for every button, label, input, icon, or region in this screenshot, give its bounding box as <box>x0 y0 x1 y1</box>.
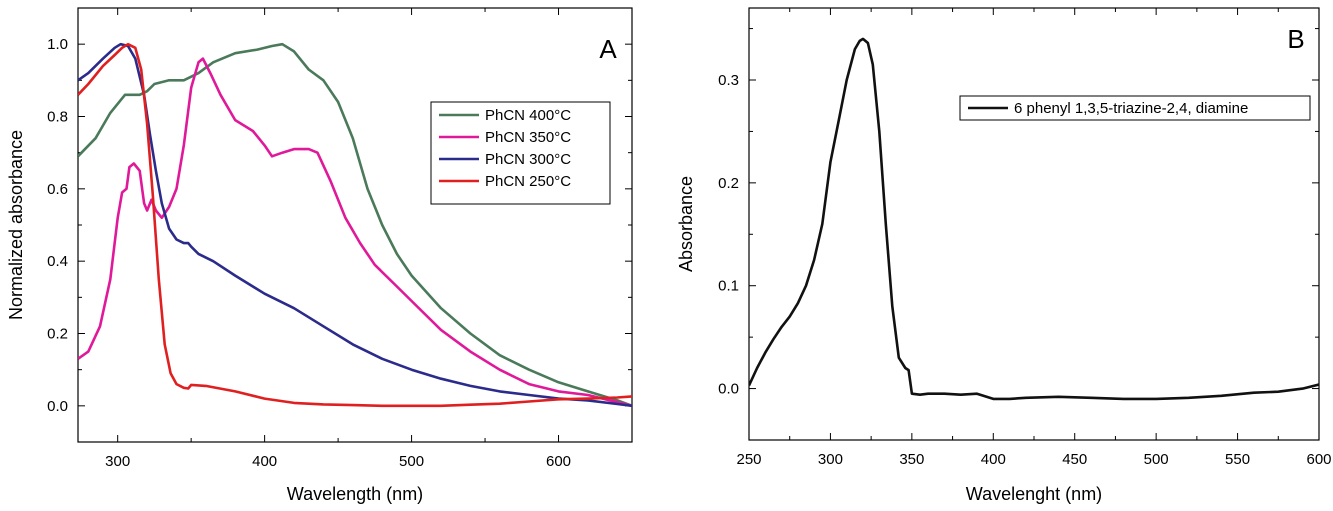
legend-box <box>959 95 1311 121</box>
x-tick-label: 450 <box>1062 451 1087 468</box>
legend-entry: PhCN 350°C <box>485 129 571 146</box>
x-axis-label: Wavelength (nm) <box>287 484 423 504</box>
legend-entry: PhCN 400°C <box>485 107 571 124</box>
series-line-2 <box>78 57 632 408</box>
x-tick-label: 400 <box>252 453 277 470</box>
x-tick-label: 250 <box>736 451 761 468</box>
panel-letter: A <box>599 34 617 64</box>
x-tick-label: 400 <box>981 451 1006 468</box>
series-line-1 <box>78 42 632 408</box>
y-tick-label: 0.0 <box>47 398 68 415</box>
x-tick-label: 300 <box>105 453 130 470</box>
legend-entry: 6 phenyl 1,3,5-triazine-2,4, diamine <box>1014 100 1248 117</box>
x-tick-label: 300 <box>818 451 843 468</box>
x-tick-label: 600 <box>1306 451 1331 468</box>
legend: PhCN 400°C PhCN 350°C PhCN 300°C PhCN 250°C <box>430 101 611 205</box>
legend-entry: PhCN 300°C <box>485 151 571 168</box>
y-axis-label: Absorbance <box>676 176 696 272</box>
chart-panel-a: 300 400 500 600 0.0 0.2 0.4 0.6 0.8 1.0 Wavelength… <box>6 7 633 504</box>
y-tick-label: 0.0 <box>718 381 739 398</box>
series-line-4 <box>78 42 632 408</box>
x-tick-label: 350 <box>899 451 924 468</box>
y-tick-label: 1.0 <box>47 36 68 53</box>
y-tick-label: 0.8 <box>47 109 68 126</box>
y-tick-label: 0.2 <box>47 326 68 343</box>
x-tick-label: 500 <box>399 453 424 470</box>
legend-entry: PhCN 250°C <box>485 173 571 190</box>
y-tick-label: 0.1 <box>718 278 739 295</box>
y-axis-label: Normalized absorbance <box>6 130 26 320</box>
x-axis-label: Wavelenght (nm) <box>966 484 1102 504</box>
series-line-1 <box>749 37 1319 401</box>
x-tick-label: 500 <box>1144 451 1169 468</box>
plot-frame <box>748 7 1320 441</box>
legend-box <box>430 101 611 205</box>
panel-letter: B <box>1287 24 1304 54</box>
chart-panel-b: 250 300 350 400 450 500 550 600 0.0 0.1 0.2 0.3 Wave… <box>676 7 1332 504</box>
y-tick-label: 0.3 <box>718 72 739 89</box>
legend: 6 phenyl 1,3,5-triazine-2,4, diamine <box>959 95 1311 121</box>
x-tick-label: 550 <box>1225 451 1250 468</box>
y-tick-label: 0.2 <box>718 175 739 192</box>
y-tick-label: 0.4 <box>47 253 68 270</box>
series-line-3 <box>78 42 632 408</box>
x-tick-label: 600 <box>546 453 571 470</box>
y-tick-label: 0.6 <box>47 181 68 198</box>
